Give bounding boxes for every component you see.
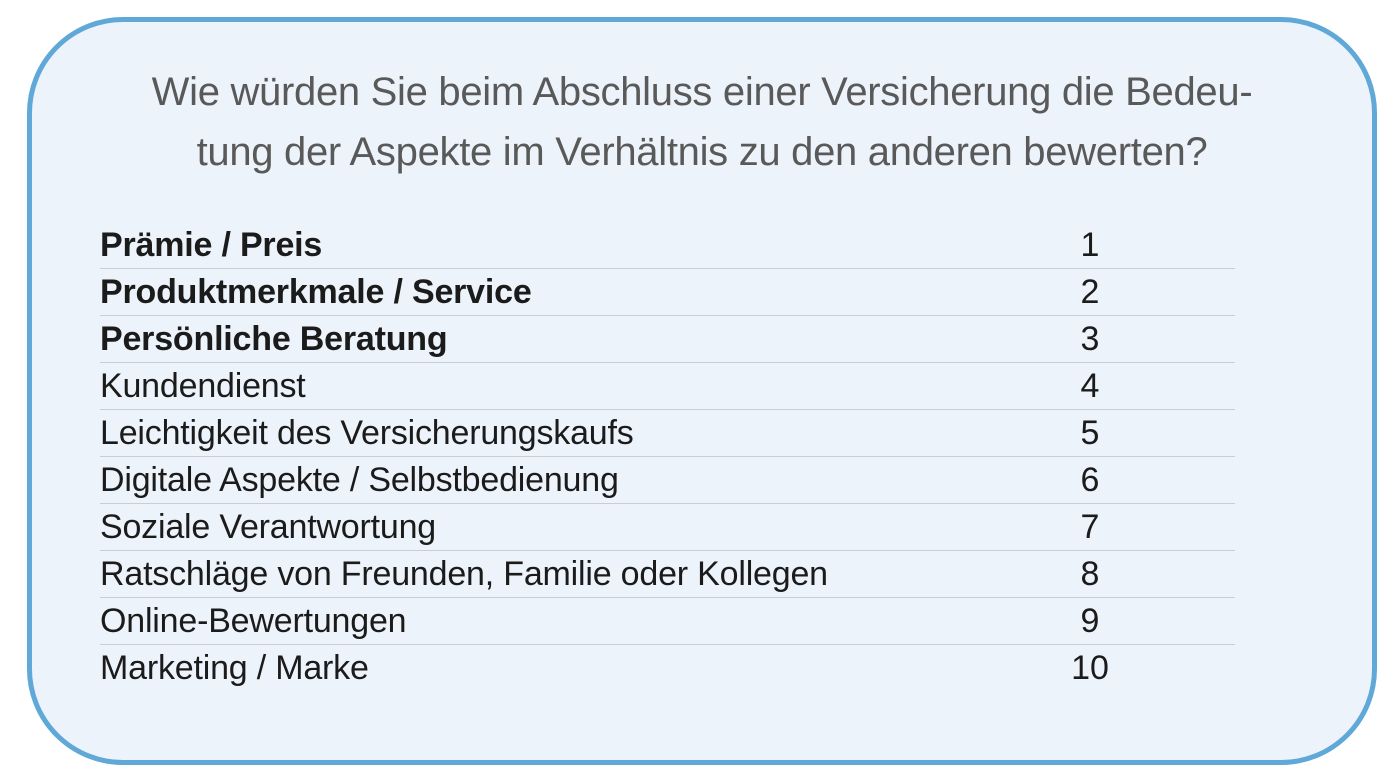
rank-value: 7 <box>1080 507 1100 546</box>
aspect-label: Soziale Verantwortung <box>100 507 437 546</box>
table-row: Ratschläge von Freunden, Familie oder Ko… <box>100 551 1235 598</box>
rank-value: 6 <box>1080 460 1100 499</box>
aspect-label: Digitale Aspekte / Selbstbedienung <box>100 460 619 499</box>
table-row: Digitale Aspekte / Selbstbedienung 6 <box>100 457 1235 504</box>
rank-value: 1 <box>1080 225 1100 264</box>
rank-value: 2 <box>1080 272 1100 311</box>
aspect-label: Leichtigkeit des Versicherungskaufs <box>100 413 634 452</box>
table-row: Soziale Verantwortung 7 <box>100 504 1235 551</box>
table-row: Kundendienst 4 <box>100 363 1235 410</box>
rank-value: 10 <box>1071 649 1109 687</box>
table-row: Online-Bewertungen 9 <box>100 598 1235 645</box>
table-row: Marketing / Marke 10 <box>100 645 1235 692</box>
question-title: Wie würden Sie beim Abschluss einer Vers… <box>32 62 1372 182</box>
aspect-label: Kundendienst <box>100 366 306 405</box>
ranking-table: Prämie / Preis 1 Produktmerkmale / Service… <box>100 222 1235 692</box>
table-row: Leichtigkeit des Versicherungskaufs 5 <box>100 410 1235 457</box>
table-row: Prämie / Preis 1 <box>100 222 1235 269</box>
aspect-label: Ratschläge von Freunden, Familie oder Ko… <box>100 554 828 593</box>
table-row: Produktmerkmale / Service 2 <box>100 269 1235 316</box>
table-row: Persönliche Beratung 3 <box>100 316 1235 363</box>
rank-value: 4 <box>1080 366 1100 405</box>
aspect-label: Persönliche Beratung <box>100 319 448 358</box>
aspect-label: Prämie / Preis <box>100 225 323 264</box>
question-title-line1: Wie würden Sie beim Abschluss einer Vers… <box>151 70 1253 114</box>
question-title-line2: tung der Aspekte im Verhältnis zu den an… <box>196 130 1208 174</box>
rank-value: 8 <box>1080 554 1100 593</box>
aspect-label: Online-Bewertungen <box>100 601 407 640</box>
rank-value: 9 <box>1080 601 1100 640</box>
question-card: Wie würden Sie beim Abschluss einer Vers… <box>27 17 1377 765</box>
rank-value: 3 <box>1080 319 1100 358</box>
aspect-label: Produktmerkmale / Service <box>100 272 532 311</box>
rank-value: 5 <box>1080 413 1100 452</box>
aspect-label: Marketing / Marke <box>100 649 369 687</box>
